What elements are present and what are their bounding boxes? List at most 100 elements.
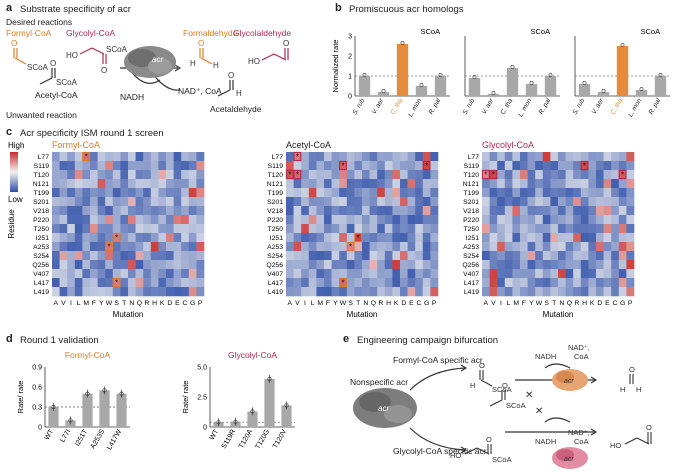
- heatmap-cell: [324, 260, 332, 270]
- heatmap-xlabel: Mutation: [543, 310, 574, 319]
- heatmap-mutation-label: V: [295, 300, 300, 307]
- heatmap-cell: [74, 188, 83, 198]
- glycolaldehyde-o: O: [283, 39, 289, 48]
- heatmap-cell: [112, 170, 121, 180]
- heatmap-cell: [430, 215, 439, 225]
- heatmap-cell: [346, 215, 355, 225]
- acetyl-substrate: [489, 390, 506, 407]
- heatmap-cell: [52, 251, 60, 261]
- heatmap-cell: [407, 161, 416, 171]
- heatmap-cell: [74, 251, 83, 261]
- heatmap-cell: [558, 179, 566, 189]
- heatmap-cell: [542, 278, 551, 288]
- heatmap-cell: [135, 260, 144, 270]
- heatmap-cell: [512, 233, 521, 243]
- heatmap-cell: [293, 233, 302, 243]
- heatmap-cell: [422, 287, 431, 297]
- heatmap-cell: [580, 287, 589, 297]
- heatmap-cell: [580, 278, 589, 288]
- heatmap-cell: [286, 242, 294, 252]
- panel-d-ylabel: Rate/ rate: [16, 381, 25, 414]
- heatmap-cell: [611, 161, 620, 171]
- heatmap-cell: [143, 206, 152, 216]
- heatmap-hit-box: [481, 169, 490, 180]
- glycolaldehyde-product: [624, 432, 652, 445]
- heatmap-cell: [489, 269, 498, 279]
- heatmap-cell: [580, 224, 589, 234]
- heatmap-cell: [82, 260, 91, 270]
- heatmap-cell: [181, 161, 190, 171]
- panel-a-title: Substrate specificity of acr: [20, 4, 131, 15]
- formyl-coa-product: CoA: [574, 352, 589, 361]
- heatmap-cell: [158, 278, 167, 288]
- heatmap-cell: [422, 206, 431, 216]
- heatmap-cell: [286, 179, 294, 189]
- heatmap-hit-box: [112, 232, 121, 243]
- heatmap-cell: [400, 161, 408, 171]
- heatmap-cell: [618, 287, 627, 297]
- heatmap-cell: [196, 188, 205, 198]
- heatmap-cell: [558, 206, 566, 216]
- heatmap-cell: [301, 215, 310, 225]
- heatmap-cell: [603, 260, 612, 270]
- heatmap-cell: [430, 233, 439, 243]
- heatmap-cell: [377, 287, 386, 297]
- heatmap-cell: [407, 233, 416, 243]
- heatmap-cell: [173, 188, 182, 198]
- heatmap-mutation-label: E: [605, 300, 610, 307]
- heatmap-cell: [565, 251, 574, 261]
- heatmap-cell: [527, 152, 536, 162]
- heatmap-cell: [316, 278, 325, 288]
- heatmap-cell: [196, 197, 205, 207]
- heatmap-mutation-label: P: [432, 300, 437, 307]
- heatmap-cell: [520, 278, 528, 288]
- heatmap-residue-label: T120: [268, 172, 284, 179]
- heatmap-cell: [173, 242, 182, 252]
- heatmap-cell: [565, 260, 574, 270]
- heatmap-cell: [527, 233, 536, 243]
- formaldehyde-structure: [199, 48, 213, 65]
- heatmap-cell: [112, 215, 121, 225]
- panel-d-bar: [247, 411, 258, 427]
- heatmap-cell: [430, 269, 439, 279]
- heatmap-cell: [362, 197, 370, 207]
- heatmap-cell: [308, 197, 317, 207]
- heatmap-residue-label: T199: [464, 190, 480, 197]
- heatmap-cell: [293, 224, 302, 234]
- heatmap-cell: [59, 206, 68, 216]
- panel-d-ylabel: Rate/ rate: [181, 381, 190, 414]
- heatmap-cell: [407, 260, 416, 270]
- panel-e-title: Engineering campaign bifurcation: [357, 335, 499, 346]
- heatmap-cell: [59, 179, 68, 189]
- heatmap-cell: [512, 161, 521, 171]
- acetyl-substrate-o: O: [502, 381, 508, 390]
- heatmap-cell: [339, 251, 348, 261]
- heatmap-cell: [52, 287, 60, 297]
- heatmap-cell: [128, 197, 136, 207]
- heatmap-cell: [527, 278, 536, 288]
- heatmap-cell: [286, 269, 294, 279]
- heatmap-cell: [166, 233, 174, 243]
- heatmap-cell: [293, 242, 302, 252]
- panel-b-bar: [544, 76, 557, 96]
- heatmap-cell: [392, 188, 401, 198]
- heatmap-cell: [415, 215, 424, 225]
- heatmap-cell: [520, 251, 528, 261]
- heatmap-cell: [611, 152, 620, 162]
- heatmap-cell: [430, 161, 439, 171]
- heatmap-cell: [158, 206, 167, 216]
- heatmap-mutation-label: R: [379, 300, 384, 307]
- heatmap-cell: [626, 215, 635, 225]
- heatmap-cell: [369, 197, 378, 207]
- heatmap-cell: [128, 260, 136, 270]
- heatmap-cell: [588, 251, 597, 261]
- glycolyl-specific-acr: [552, 447, 588, 469]
- heatmap-cell: [573, 215, 582, 225]
- heatmap-mutation-label: L: [311, 300, 315, 307]
- formaldehyde-product-h1: H: [620, 385, 625, 394]
- heatmap-cell: [120, 260, 129, 270]
- heatmap-cell: [497, 251, 506, 261]
- heatmap-cell: [497, 278, 506, 288]
- panel-d-datapoint: [284, 403, 289, 408]
- heatmap-cell: [626, 269, 635, 279]
